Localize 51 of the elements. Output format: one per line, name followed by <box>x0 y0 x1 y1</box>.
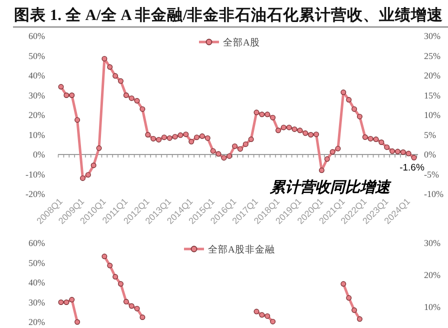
y-tick-label: 10% <box>28 130 46 140</box>
y-tick-label: 60% <box>28 31 46 41</box>
legend-label: 全部A股 <box>223 36 260 48</box>
y-tick-label: 50% <box>28 50 46 61</box>
data-label: -1.6% <box>400 162 425 174</box>
annotation: 累计营收同比增速 <box>269 179 392 196</box>
point <box>270 318 276 324</box>
point <box>123 298 129 304</box>
y2-tick-label: 20% <box>424 270 441 280</box>
y-tick-label: 40% <box>28 278 46 288</box>
y-tick-label: 0% <box>33 150 46 160</box>
point <box>352 307 358 313</box>
y2-tick-label: -5% <box>424 169 440 180</box>
point <box>102 254 108 260</box>
point <box>356 316 362 322</box>
y2-tick-label: 15% <box>424 90 441 100</box>
y2-tick-label: 30% <box>424 238 441 248</box>
point <box>118 281 124 287</box>
point <box>128 303 134 309</box>
point <box>254 308 260 314</box>
point <box>64 300 70 305</box>
point <box>340 281 346 287</box>
y2-tick-label: 30% <box>424 31 441 41</box>
y2-tick-label: 10% <box>424 110 441 120</box>
point <box>259 312 265 318</box>
y-tick-label: 30% <box>28 297 46 308</box>
point <box>74 319 80 325</box>
y-tick-label: -10% <box>26 169 46 180</box>
y-tick-label: -20% <box>26 189 46 199</box>
point <box>58 300 64 305</box>
chart-title: 图表 1. 全 A/全 A 非金融/非金非石油石化累计营收、业绩增速 <box>14 6 444 24</box>
y-tick-label: 60% <box>28 238 46 248</box>
y2-tick-label: 25% <box>424 50 441 61</box>
point <box>140 314 146 320</box>
y-tick-label: 50% <box>28 258 46 268</box>
y2-tick-label: 5% <box>424 130 436 140</box>
y2-tick-label: 20% <box>424 70 441 80</box>
y-tick-label: 30% <box>28 90 46 100</box>
point <box>107 262 113 268</box>
point <box>134 306 140 312</box>
y2-tick-label: 0% <box>424 150 436 160</box>
point <box>346 295 352 301</box>
y2-tick-label: 10% <box>424 302 441 312</box>
legend-label: 全部A股非金融 <box>208 244 275 256</box>
point <box>264 313 270 319</box>
point <box>69 296 75 302</box>
y-tick-label: 20% <box>28 317 46 327</box>
point <box>112 274 118 280</box>
y-tick-label: 40% <box>28 70 46 80</box>
y-tick-label: 20% <box>28 110 46 120</box>
y2-tick-label: -10% <box>424 189 444 199</box>
